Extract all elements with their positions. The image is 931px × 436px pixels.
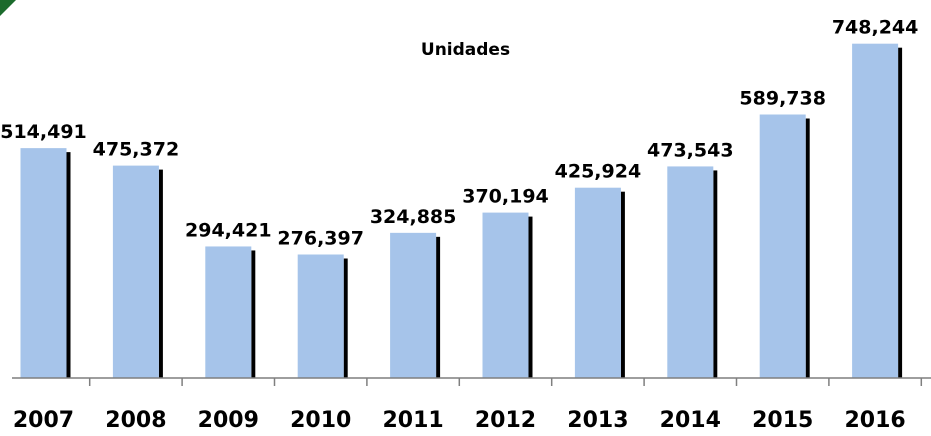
bar-shadow (343, 258, 348, 378)
data-label-2007: 514,491 (0, 121, 87, 143)
bar-shadow (158, 169, 163, 378)
bar-shadow (898, 47, 903, 379)
x-tick-label-2014: 2014 (660, 408, 721, 433)
data-label-2011: 324,885 (370, 206, 457, 228)
bar-2011 (390, 232, 437, 378)
chart-title: Unidades (420, 40, 511, 60)
bar-shadow (713, 170, 718, 378)
x-tick-label-2008: 2008 (105, 408, 166, 433)
bar-2015 (759, 114, 806, 378)
bar-2010 (297, 254, 344, 378)
bar-2009 (205, 246, 252, 378)
bar-2014 (667, 166, 714, 378)
x-tick-label-2015: 2015 (752, 408, 813, 433)
x-tick-label-2007: 2007 (13, 408, 74, 433)
x-tick-labels-group: 2007 2008 2009 2010 2011 2012 2013 2014 2015 2016 (13, 408, 906, 433)
corner-logo-mark (0, 0, 16, 16)
x-axis (12, 377, 931, 386)
bar-2012 (482, 212, 529, 378)
x-tick-label-2013: 2013 (567, 408, 628, 433)
bar-shadow (805, 118, 810, 378)
x-tick-label-2011: 2011 (382, 408, 443, 433)
x-tick-label-2010: 2010 (290, 408, 351, 433)
bar-shadow (528, 216, 533, 378)
x-tick-label-2016: 2016 (844, 408, 905, 433)
data-label-2009: 294,421 (185, 219, 272, 241)
x-tick-label-2009: 2009 (198, 408, 259, 433)
bar-shadow (620, 191, 625, 378)
data-label-2013: 425,924 (555, 161, 642, 183)
data-label-2016: 748,244 (832, 17, 919, 39)
data-label-2014: 473,543 (647, 139, 734, 161)
data-label-2008: 475,372 (93, 139, 180, 161)
bar-2008 (112, 165, 159, 378)
data-label-2010: 276,397 (277, 228, 364, 250)
bar-2007 (20, 148, 67, 378)
data-label-2015: 589,738 (739, 88, 826, 110)
bars-group (20, 43, 903, 379)
data-labels-group: 514,491 475,372 294,421 276,397 324,885370,1… (0, 17, 918, 250)
data-label-2012: 370,194 (462, 186, 549, 208)
x-tick-label-2012: 2012 (475, 408, 536, 433)
bar-shadow (66, 152, 71, 378)
bar-2013 (574, 187, 621, 378)
bar-shadow (436, 236, 441, 378)
bar-shadow (251, 250, 256, 378)
bar-2016 (852, 43, 899, 379)
